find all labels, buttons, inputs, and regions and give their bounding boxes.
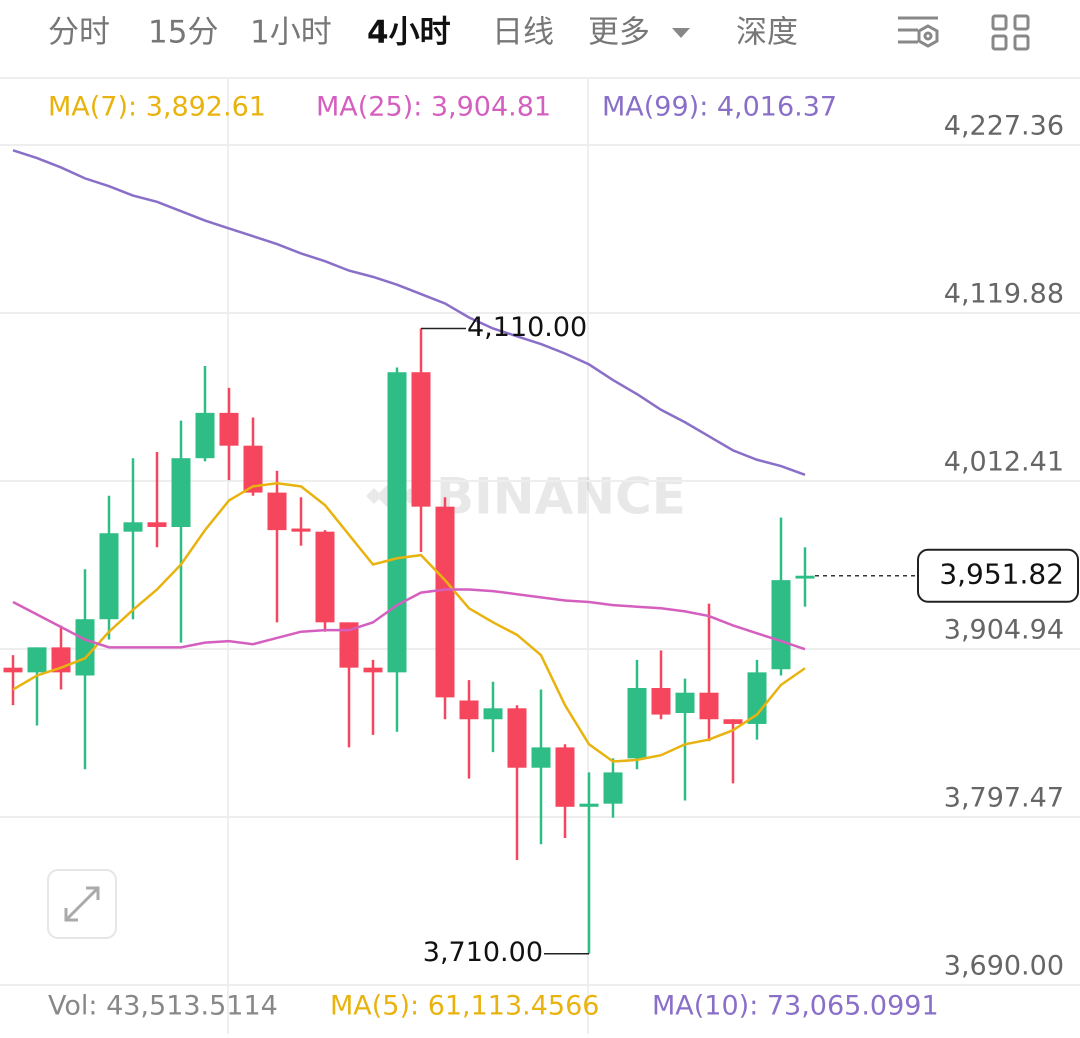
tab[interactable]: 4小时 bbox=[367, 15, 451, 51]
tab[interactable]: 1小时 bbox=[250, 15, 332, 51]
layout-icon[interactable] bbox=[991, 14, 1030, 51]
dropdown-arrow[interactable] bbox=[672, 28, 690, 38]
volume-label: Vol: 43,513.5114 bbox=[48, 991, 278, 1022]
ma-line bbox=[12, 588, 806, 651]
candle-body bbox=[531, 747, 551, 768]
last-price-box bbox=[917, 548, 1079, 603]
candle-body bbox=[579, 803, 599, 807]
y-tick-label: 3,690.00 bbox=[944, 951, 1064, 982]
candle-body bbox=[243, 445, 263, 493]
ma-legend: MA(25): 3,904.81 bbox=[316, 92, 551, 123]
ma-line bbox=[12, 481, 806, 763]
candle-body bbox=[363, 667, 383, 673]
candle-body bbox=[411, 372, 431, 507]
candle-body bbox=[195, 412, 215, 459]
volume-footer: Vol: 43,513.5114 MA(5): 61,113.4566 MA(1… bbox=[48, 991, 939, 1022]
candle-body bbox=[747, 672, 767, 724]
settings-icon[interactable] bbox=[898, 16, 939, 48]
high-label: 4,110.00 bbox=[467, 312, 587, 343]
tab[interactable]: 15分 bbox=[148, 15, 218, 51]
y-tick-label: 4,119.88 bbox=[944, 279, 1064, 310]
tabs: 分时 15分 1小时 4小时 日线 更多 深度 bbox=[48, 15, 798, 51]
candle-body bbox=[123, 522, 143, 532]
candle-body bbox=[219, 412, 239, 446]
candle-body bbox=[3, 667, 23, 673]
y-tick-label: 4,012.41 bbox=[944, 447, 1064, 478]
candle-body bbox=[699, 692, 719, 720]
candle-body bbox=[459, 700, 479, 720]
candle-body bbox=[771, 580, 791, 670]
volume-ma10: MA(10): 73,065.0991 bbox=[652, 991, 939, 1022]
expand-button[interactable] bbox=[47, 869, 117, 939]
candle-body bbox=[651, 687, 671, 715]
tab[interactable]: 日线 bbox=[492, 15, 554, 51]
candle-body bbox=[267, 492, 287, 531]
candle-body bbox=[627, 687, 647, 759]
y-tick-label: 3,904.94 bbox=[944, 615, 1064, 646]
candle-body bbox=[675, 692, 695, 714]
candle-body bbox=[99, 533, 119, 620]
y-tick-label: 3,797.47 bbox=[944, 783, 1064, 814]
candle-body bbox=[603, 772, 623, 804]
candle-body bbox=[483, 708, 503, 720]
candle-body bbox=[795, 575, 815, 579]
tab[interactable]: 分时 bbox=[48, 15, 110, 51]
ma-line bbox=[12, 149, 806, 476]
candle-body bbox=[315, 531, 335, 623]
candle-body bbox=[555, 747, 575, 807]
candle-body bbox=[723, 719, 743, 724]
watermark-text: BINANCE bbox=[436, 468, 686, 526]
tab[interactable]: 深度 bbox=[736, 15, 798, 51]
volume-ma5: MA(5): 61,113.4566 bbox=[330, 991, 599, 1022]
candle-body bbox=[75, 619, 95, 676]
ma-legend: MA(7): 3,892.61 bbox=[48, 92, 266, 123]
candle-body bbox=[291, 528, 311, 532]
last-price-label: 3,951.82 bbox=[939, 558, 1064, 591]
ma-legend: MA(99): 4,016.37 bbox=[602, 92, 837, 123]
candle-body bbox=[387, 372, 407, 673]
y-tick-label: 4,227.36 bbox=[944, 111, 1064, 142]
tab[interactable]: 更多 bbox=[588, 15, 650, 51]
candle-body bbox=[147, 522, 167, 527]
low-label: 3,710.00 bbox=[423, 937, 543, 968]
candle-body bbox=[27, 647, 47, 673]
candle-body bbox=[171, 458, 191, 527]
candle-body bbox=[507, 708, 527, 768]
candle-body bbox=[435, 506, 455, 698]
candle-body bbox=[339, 622, 359, 668]
